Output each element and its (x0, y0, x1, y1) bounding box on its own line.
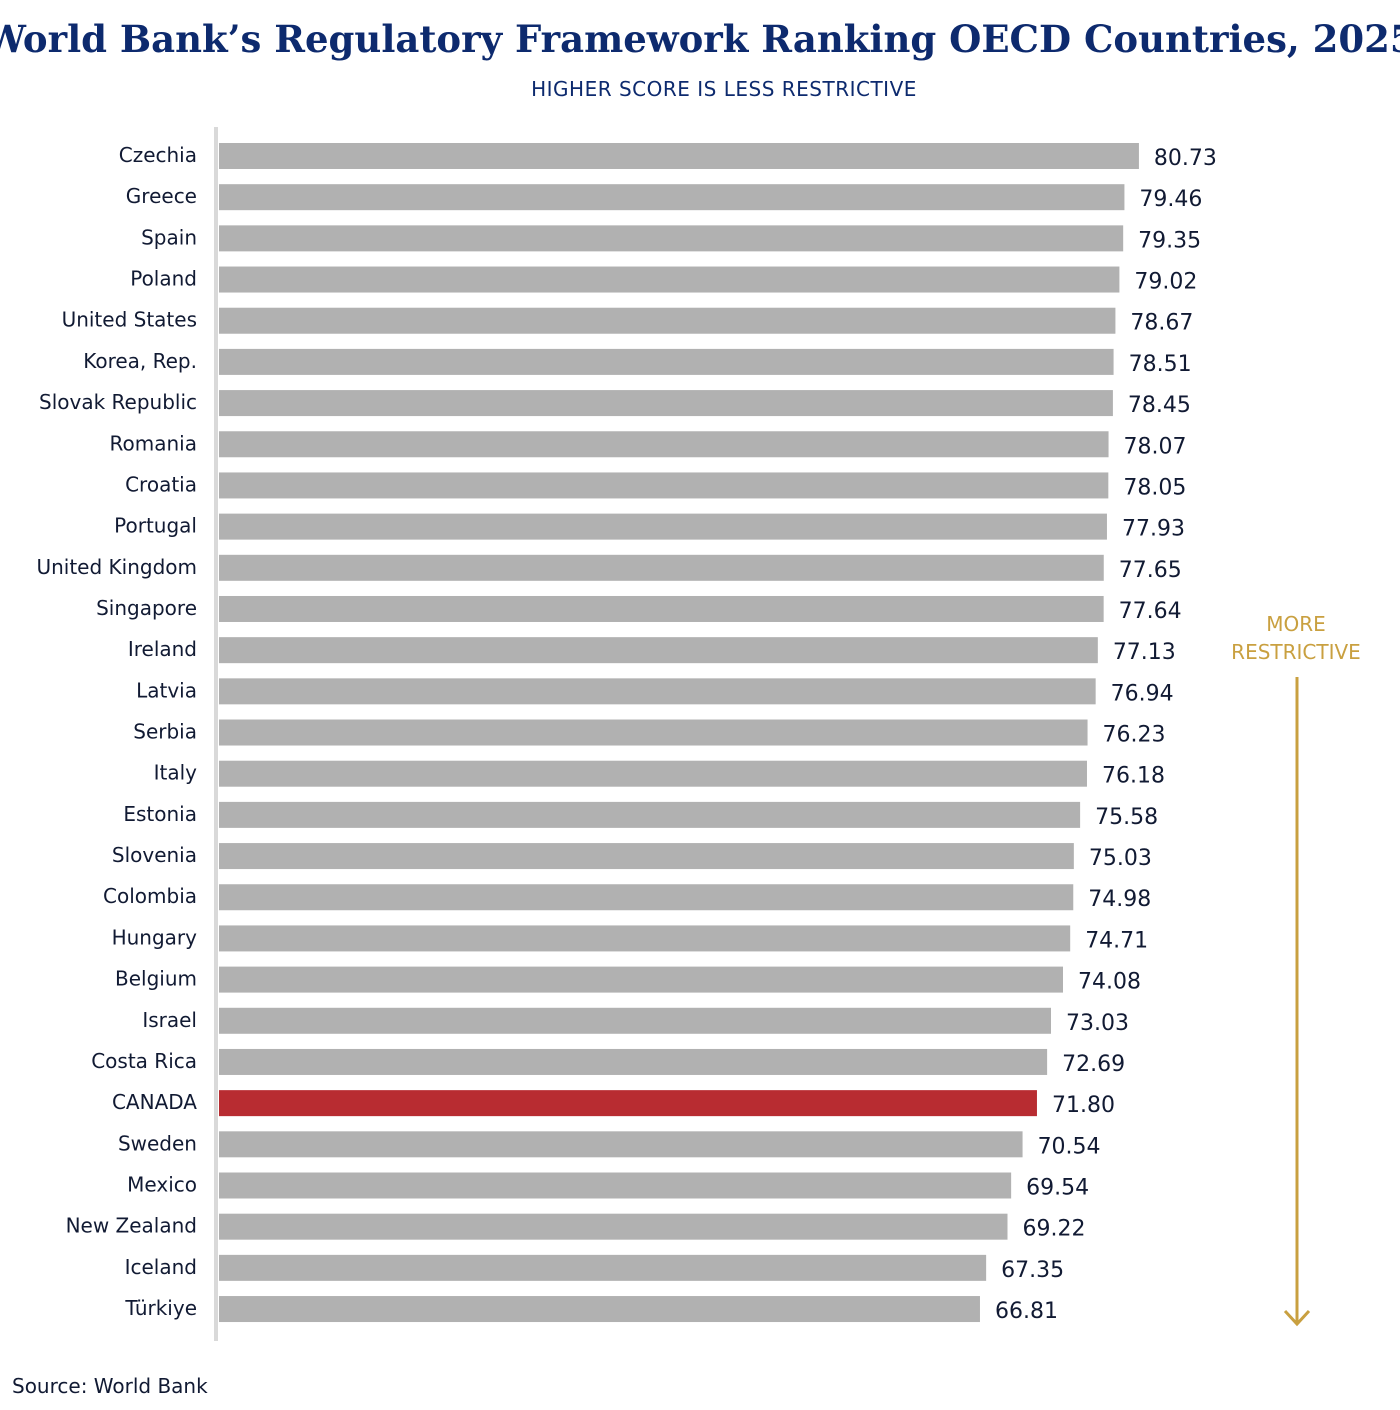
category-label: Iceland (125, 1255, 197, 1279)
category-label: Colombia (103, 884, 197, 908)
value-label: 69.22 (1022, 1217, 1085, 1242)
value-label: 78.07 (1124, 434, 1187, 459)
bar (219, 348, 1114, 375)
value-label: 78.05 (1123, 475, 1186, 500)
category-label: Spain (141, 225, 197, 249)
value-label: 77.93 (1122, 517, 1185, 542)
value-label: 70.54 (1038, 1134, 1101, 1159)
bar (219, 431, 1109, 458)
bar (219, 554, 1104, 581)
category-label: Portugal (114, 514, 197, 538)
value-label: 76.23 (1103, 723, 1166, 748)
y-axis-line (214, 127, 218, 1341)
bar (219, 1172, 1012, 1199)
bar (219, 1131, 1023, 1158)
bar (219, 1254, 987, 1281)
value-label: 77.65 (1119, 558, 1182, 583)
category-label: Ireland (128, 637, 197, 661)
value-label: 74.71 (1085, 928, 1148, 953)
category-label: Israel (142, 1008, 197, 1032)
value-label: 74.08 (1078, 970, 1141, 995)
category-label: Croatia (125, 472, 197, 496)
value-label: 69.54 (1026, 1176, 1089, 1201)
value-label: 78.45 (1128, 393, 1191, 418)
category-label: United States (62, 308, 197, 332)
value-label: 66.81 (995, 1299, 1058, 1324)
value-label: 71.80 (1052, 1093, 1115, 1118)
category-label: Greece (126, 184, 197, 208)
bar (219, 678, 1096, 705)
value-label: 77.13 (1113, 640, 1176, 665)
down-arrow-icon (1283, 677, 1311, 1327)
annotation-line1: MORE (1266, 612, 1326, 636)
bar (219, 307, 1116, 334)
value-label: 67.35 (1001, 1258, 1064, 1283)
category-label: Türkiye (124, 1296, 197, 1320)
bar-highlight (219, 1090, 1037, 1117)
bar (219, 1213, 1008, 1240)
bar (219, 801, 1081, 828)
category-label: Singapore (96, 596, 197, 620)
bar (219, 266, 1120, 293)
value-label: 73.03 (1066, 1011, 1129, 1036)
category-label: Latvia (136, 678, 197, 702)
bar (219, 225, 1124, 252)
category-label: Slovak Republic (39, 390, 197, 414)
bar (219, 595, 1104, 622)
bar (219, 472, 1109, 499)
bar (219, 1296, 980, 1323)
value-label: 75.58 (1095, 805, 1158, 830)
bar (219, 184, 1125, 211)
value-label: 77.64 (1119, 599, 1182, 624)
chart-title: World Bank’s Regulatory Framework Rankin… (0, 17, 1400, 61)
annotation-line2: RESTRICTIVE (1231, 640, 1361, 664)
value-label: 76.94 (1111, 681, 1174, 706)
value-label: 76.18 (1102, 764, 1165, 789)
bar (219, 884, 1074, 911)
bar (219, 143, 1139, 169)
bar (219, 760, 1087, 787)
category-label: Belgium (115, 967, 197, 991)
category-label: Estonia (123, 802, 197, 826)
bar (219, 1048, 1048, 1075)
bar (219, 925, 1071, 952)
category-label: Italy (154, 761, 198, 785)
category-label: Hungary (112, 925, 198, 949)
category-label: Czechia (119, 143, 197, 167)
value-label: 80.73 (1154, 146, 1217, 171)
category-label: Costa Rica (91, 1049, 197, 1073)
category-label: United Kingdom (36, 555, 197, 579)
value-label: 72.69 (1062, 1052, 1125, 1077)
bar (219, 637, 1098, 664)
bar (219, 719, 1088, 746)
value-label: 78.51 (1129, 352, 1192, 377)
bar (219, 1007, 1052, 1034)
category-label: Slovenia (112, 843, 197, 867)
bar (219, 966, 1063, 993)
category-label: Serbia (133, 720, 197, 744)
value-label: 78.67 (1130, 311, 1193, 336)
category-label: New Zealand (66, 1214, 197, 1238)
bar (219, 513, 1107, 540)
bar (219, 390, 1113, 417)
category-label: Mexico (127, 1173, 197, 1197)
category-label: Romania (110, 431, 197, 455)
category-label: CANADA (112, 1090, 197, 1114)
value-label: 79.02 (1134, 270, 1197, 295)
category-label: Poland (130, 267, 197, 291)
value-label: 75.03 (1089, 846, 1152, 871)
bar (219, 843, 1074, 870)
chart-subtitle: HIGHER SCORE IS LESS RESTRICTIVE (531, 77, 917, 101)
value-label: 79.35 (1138, 228, 1201, 253)
category-label: Korea, Rep. (83, 349, 197, 373)
source-note: Source: World Bank (12, 1374, 208, 1398)
category-label: Sweden (118, 1131, 197, 1155)
value-label: 79.46 (1139, 187, 1202, 212)
bars-group: Czechia 80.73 Greece 79.46 Spain 79.35 Poland 7… (36, 143, 1217, 1324)
value-label: 74.98 (1088, 887, 1151, 912)
